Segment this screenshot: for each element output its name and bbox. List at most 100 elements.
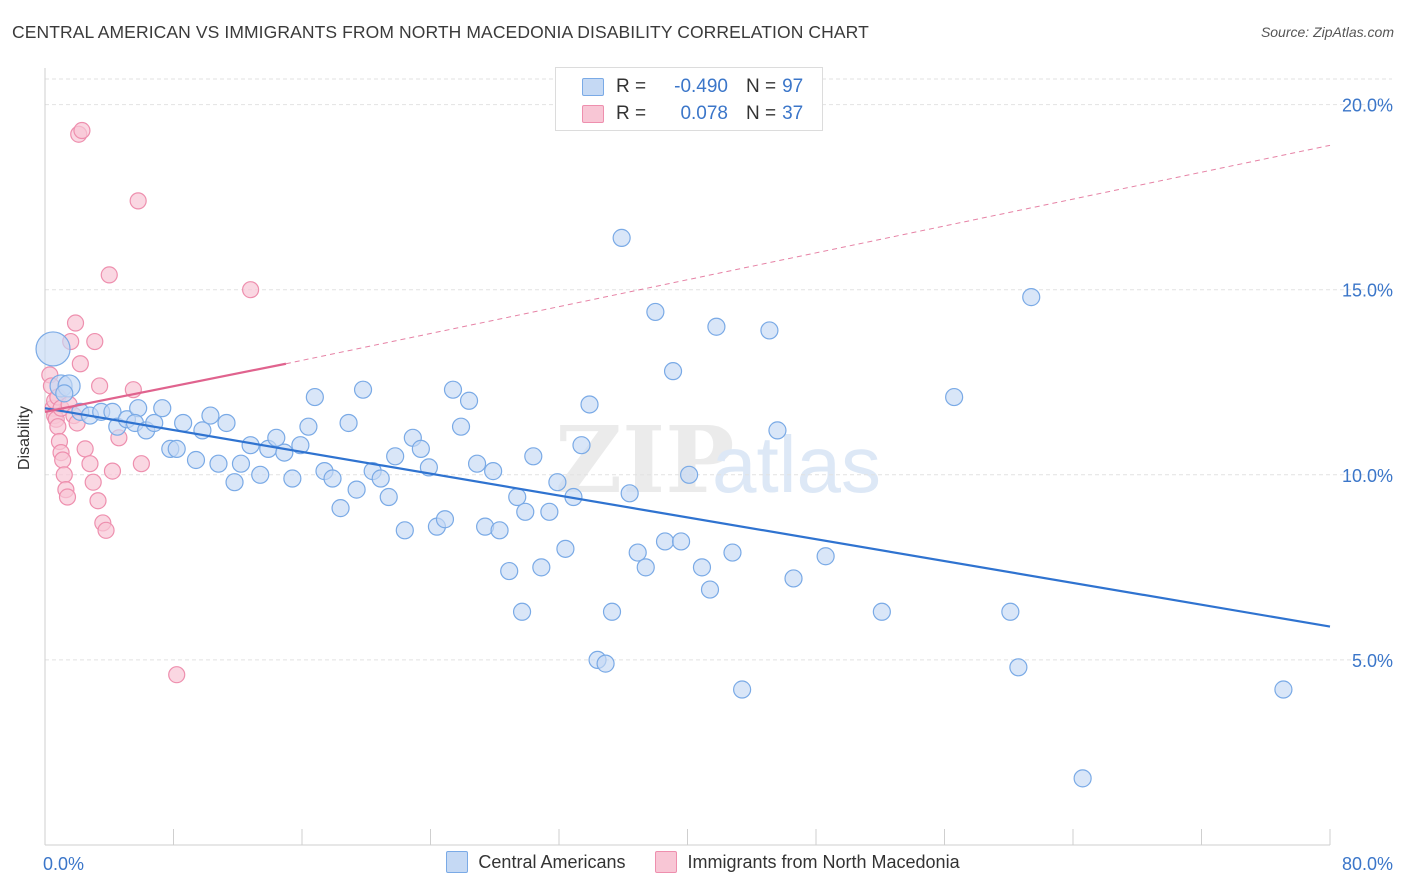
y-axis-label: Disability — [16, 405, 33, 470]
central-american-point — [484, 462, 503, 481]
north-macedonia-point — [71, 355, 89, 373]
gridlines — [45, 78, 1392, 661]
watermark-zip: ZIP — [555, 406, 734, 514]
central-american-point — [323, 469, 342, 488]
central-american-points — [35, 228, 1293, 788]
legend-swatch-blue — [582, 78, 604, 96]
central-american-point — [872, 602, 891, 621]
central-american-point — [680, 465, 699, 484]
central-american-point — [435, 510, 455, 529]
central-american-point — [347, 480, 366, 499]
central-american-point — [548, 473, 567, 492]
central-american-point — [299, 417, 318, 436]
central-american-point — [707, 317, 726, 336]
central-american-point — [186, 450, 206, 470]
central-american-point — [411, 439, 430, 458]
central-american-point — [733, 680, 752, 699]
central-american-point — [267, 428, 286, 447]
central-american-point — [395, 521, 414, 540]
legend-n-label: N = — [746, 103, 777, 124]
source-label: Source: ZipAtlas.com — [1260, 24, 1394, 40]
legend-item-north-macedonia: Immigrants from North Macedonia — [655, 851, 960, 873]
central-american-point — [532, 558, 551, 577]
north-macedonia-point — [73, 121, 91, 140]
central-american-point — [371, 469, 390, 488]
north-macedonia-trend-line — [44, 362, 287, 413]
central-american-point — [225, 473, 244, 492]
central-american-trend-line — [44, 407, 1331, 628]
central-american-point — [512, 602, 532, 621]
central-american-point — [556, 539, 575, 558]
north-macedonia-point — [100, 266, 118, 284]
watermark: ZIP atlas — [555, 406, 881, 514]
legend-swatch-blue — [446, 851, 469, 873]
legend-r-value: -0.490 — [674, 76, 728, 97]
north-macedonia-point — [84, 473, 102, 491]
central-american-point — [379, 487, 398, 507]
north-macedonia-point — [129, 192, 147, 210]
north-macedonia-trend-extension — [285, 144, 1331, 365]
central-american-point — [1001, 602, 1020, 621]
central-american-point — [646, 302, 665, 322]
central-american-point — [153, 399, 172, 418]
trend-lines — [44, 144, 1331, 628]
central-american-point — [784, 569, 803, 588]
central-american-point — [655, 532, 675, 551]
watermark-atlas: atlas — [712, 420, 881, 509]
central-american-point — [353, 380, 373, 399]
north-macedonia-point — [49, 418, 67, 436]
north-macedonia-point — [89, 492, 107, 510]
axes — [44, 68, 1331, 846]
series-legend: Central Americans Immigrants from North … — [0, 851, 1406, 873]
central-american-point — [540, 502, 559, 521]
north-macedonia-point — [91, 377, 109, 395]
north-macedonia-points — [41, 121, 260, 684]
central-american-point — [612, 228, 631, 247]
central-american-point — [572, 436, 591, 455]
central-american-point — [231, 454, 251, 473]
legend-n-value: 97 — [782, 76, 804, 97]
central-american-point — [768, 421, 787, 440]
central-american-point — [167, 439, 186, 458]
legend-row-north-macedonia: R = 0.078 N = 37 — [582, 101, 803, 127]
legend-n-value: 37 — [782, 103, 804, 124]
central-american-point — [723, 543, 742, 562]
central-american-point — [275, 443, 294, 462]
central-american-point — [500, 561, 519, 581]
central-american-point — [490, 521, 509, 540]
legend-label: Central Americans — [478, 851, 626, 872]
central-american-point — [700, 580, 720, 599]
north-macedonia-point — [242, 281, 260, 299]
central-american-point — [663, 362, 683, 381]
central-american-point — [217, 413, 236, 433]
north-macedonia-point — [97, 521, 115, 539]
y-tick-label: 10.0% — [1342, 466, 1393, 486]
central-american-point — [636, 558, 655, 577]
north-macedonia-point — [58, 488, 77, 506]
north-macedonia-point — [66, 314, 85, 332]
central-american-point — [55, 384, 74, 403]
y-tick-label: 5.0% — [1352, 651, 1393, 671]
tick-labels: 5.0% 10.0% 15.0% 20.0% 0.0% 80.0% — [43, 96, 1393, 874]
central-american-point — [1073, 769, 1092, 788]
central-american-point — [209, 454, 228, 473]
central-american-point — [451, 417, 471, 436]
north-macedonia-point — [54, 451, 72, 469]
central-american-point — [628, 543, 647, 562]
central-american-point — [596, 654, 615, 673]
north-macedonia-point — [55, 466, 73, 484]
central-american-point — [671, 532, 691, 551]
central-american-point — [620, 484, 639, 503]
central-american-point — [524, 447, 543, 466]
legend-item-central-americans: Central Americans — [446, 851, 625, 873]
central-american-point — [201, 406, 220, 425]
central-american-point — [516, 502, 535, 521]
central-american-point — [386, 447, 405, 466]
x-tick-label: 80.0% — [1342, 854, 1393, 874]
legend-swatch-pink — [582, 105, 604, 123]
central-american-point — [283, 469, 302, 488]
central-american-point — [816, 547, 835, 566]
central-american-point — [291, 436, 310, 455]
north-macedonia-point — [132, 455, 150, 473]
